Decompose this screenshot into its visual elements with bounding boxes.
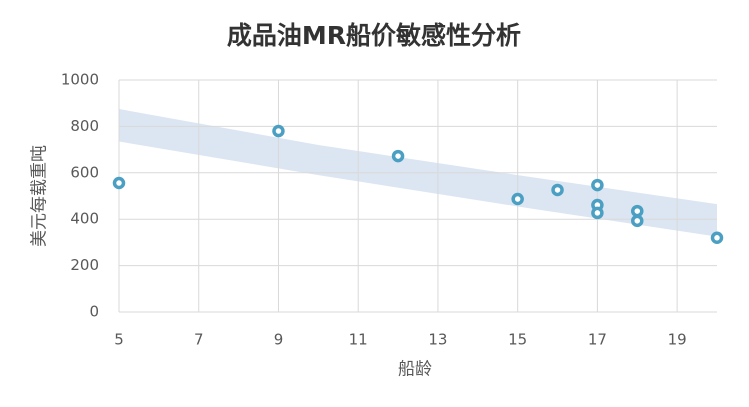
x-tick-label: 11	[349, 331, 368, 349]
y-tick-label: 600	[70, 163, 99, 181]
x-tick-label: 13	[428, 331, 447, 349]
y-tick-label: 1000	[61, 71, 99, 89]
x-tick-label: 7	[194, 331, 204, 349]
x-axis-label: 船龄	[398, 360, 432, 380]
y-tick-label: 0	[89, 303, 99, 321]
x-tick-label: 17	[588, 331, 607, 349]
point	[710, 231, 724, 245]
point	[511, 192, 524, 206]
point	[551, 183, 564, 197]
point	[631, 204, 644, 218]
chart-title: 成品油MR船价敏感性分析	[227, 21, 521, 50]
y-tick-label: 400	[70, 210, 99, 228]
x-tick-label: 15	[508, 331, 527, 349]
y-tick-label: 200	[70, 256, 99, 274]
x-tick-label: 19	[668, 331, 687, 349]
x-tick-label: 5	[114, 331, 124, 349]
point	[631, 214, 644, 228]
x-tick-label: 9	[274, 331, 284, 349]
y-tick-label: 800	[70, 117, 99, 135]
point	[272, 124, 285, 138]
point	[591, 178, 604, 192]
point	[112, 176, 126, 190]
point	[391, 149, 405, 163]
y-axis-label: 美元每载重吨	[30, 145, 50, 247]
point	[591, 206, 604, 220]
